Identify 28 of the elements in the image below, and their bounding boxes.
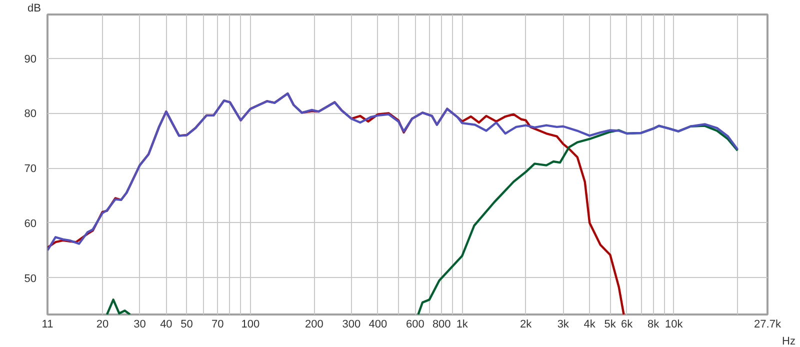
x-tick-label: 5k [604,318,616,330]
x-tick-label: 2k [520,318,532,330]
x-tick-label: 200 [304,318,324,330]
x-tick-label: 40 [160,318,172,330]
x-tick-label: 50 [180,318,193,330]
x-tick-label: 1k [456,318,468,330]
x-tick-label: 100 [241,318,260,330]
x-tick-label: 4k [584,318,596,330]
x-tick-label: 20 [96,318,109,330]
x-tick-label: 70 [212,318,224,330]
x-tick-label: 800 [432,318,451,330]
x-tick-label: 6k [621,318,634,330]
x-tick-label: 10k [664,318,684,330]
y-axis-title: dB [28,2,41,14]
x-tick-label: 11 [42,318,54,330]
x-tick-label: 3k [557,318,570,330]
x-tick-label: 27.7k [754,318,782,330]
x-tick-label: 600 [406,318,424,330]
y-tick-label: 60 [24,218,37,230]
x-tick-label: 400 [368,318,388,330]
y-tick-label: 90 [24,53,37,66]
x-tick-label: 30 [134,318,146,330]
x-tick-label: 300 [342,318,361,330]
y-tick-label: 50 [24,272,37,285]
y-tick-label: 80 [24,108,37,120]
y-tick-label: 70 [24,163,37,176]
x-axis-title: Hz [782,336,796,347]
x-tick-label: 8k [648,318,660,330]
